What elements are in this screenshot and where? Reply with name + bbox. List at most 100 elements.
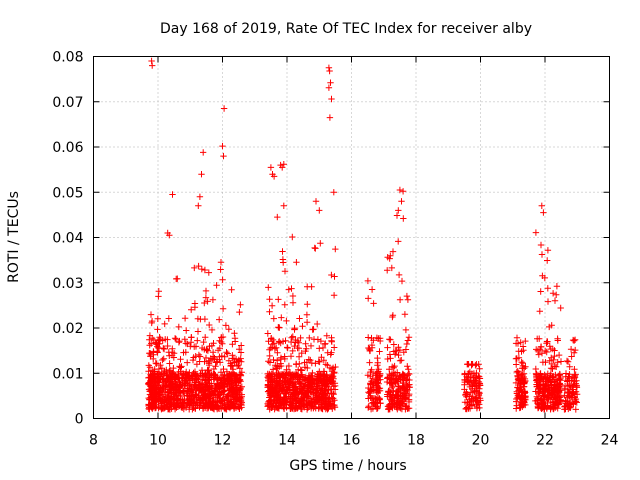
data-point (155, 293, 162, 300)
data-point (271, 406, 278, 413)
data-point (198, 171, 205, 178)
data-point (571, 374, 578, 382)
data-point (553, 283, 561, 290)
data-point (390, 341, 397, 348)
data-point (368, 286, 376, 293)
data-point (544, 298, 552, 305)
data-point (317, 399, 324, 406)
data-point (373, 376, 380, 383)
data-point (514, 373, 521, 380)
data-point (160, 345, 168, 353)
data-point (384, 344, 391, 351)
data-point (512, 379, 520, 387)
data-point (170, 364, 177, 372)
data-point (184, 387, 191, 394)
data-point (280, 161, 287, 168)
data-point (265, 388, 272, 395)
data-point (465, 378, 472, 386)
data-point (568, 389, 576, 396)
data-point (284, 344, 291, 351)
data-point (325, 84, 333, 91)
data-point (403, 375, 411, 383)
data-point (514, 340, 522, 347)
data-point (221, 353, 228, 360)
data-point (551, 401, 559, 408)
data-point (476, 365, 483, 372)
data-point (568, 353, 575, 360)
data-point (327, 79, 334, 86)
data-point (365, 334, 372, 341)
data-point (304, 388, 311, 396)
data-point (404, 337, 412, 344)
data-point (394, 406, 401, 413)
data-point (477, 397, 484, 404)
data-point (303, 359, 311, 366)
data-point (148, 57, 155, 65)
data-point (543, 348, 550, 356)
data-point (238, 369, 245, 376)
data-point (473, 384, 481, 392)
data-point (516, 394, 523, 401)
data-point (534, 383, 542, 390)
data-point (238, 399, 245, 406)
data-point (222, 376, 230, 384)
data-point (522, 363, 529, 370)
data-point (393, 401, 400, 409)
data-point (553, 389, 561, 396)
data-point (544, 338, 551, 345)
data-point (554, 359, 561, 366)
data-point (321, 371, 328, 378)
data-point (293, 395, 300, 402)
y-tick-label: 0.07 (52, 95, 83, 111)
data-point (216, 337, 223, 344)
data-point (403, 292, 411, 300)
data-point (318, 385, 325, 392)
data-point (390, 387, 397, 394)
data-point (520, 370, 528, 377)
data-point (384, 374, 392, 381)
data-point (266, 373, 273, 380)
data-point (395, 351, 402, 359)
data-point (323, 383, 330, 391)
data-point (294, 337, 301, 345)
data-point (303, 319, 311, 326)
data-point (169, 370, 176, 377)
data-point (265, 284, 272, 291)
data-point (468, 362, 475, 369)
data-point (172, 335, 180, 343)
data-point (161, 320, 168, 328)
data-point (461, 399, 469, 406)
data-point (190, 354, 197, 361)
data-point (173, 275, 180, 283)
data-point (536, 401, 543, 408)
data-point (278, 371, 285, 378)
data-point (330, 189, 337, 196)
data-point (206, 394, 214, 402)
x-tick-label: 22 (536, 433, 554, 449)
x-tick-label: 24 (601, 433, 619, 449)
data-point (314, 393, 322, 400)
data-point (237, 349, 245, 356)
data-point (514, 368, 521, 375)
data-point (231, 403, 238, 410)
data-point (214, 358, 221, 365)
data-point (326, 114, 334, 121)
data-point (294, 404, 302, 411)
data-point (214, 347, 222, 354)
y-tick-label: 0 (75, 412, 84, 428)
data-point (403, 340, 410, 348)
data-point (236, 405, 243, 412)
data-point (300, 383, 307, 390)
data-point (204, 376, 211, 384)
data-point (551, 347, 558, 354)
data-point (331, 344, 338, 351)
data-point (570, 337, 578, 344)
data-point (272, 402, 279, 409)
data-point (329, 379, 336, 387)
data-point (189, 392, 197, 399)
data-point (225, 372, 233, 379)
data-point (396, 346, 404, 354)
data-point (395, 238, 402, 245)
data-point (572, 398, 579, 406)
data-point (268, 302, 276, 309)
